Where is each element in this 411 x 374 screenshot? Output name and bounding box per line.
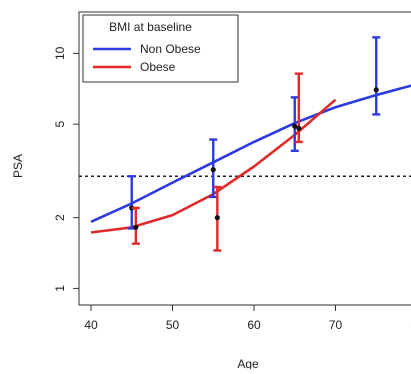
error-bars <box>127 36 381 252</box>
data-point-obese-2 <box>296 125 302 131</box>
x-tick-label-50: 50 <box>166 318 180 332</box>
x-tick-label-40: 40 <box>84 318 98 332</box>
data-point-obese-0 <box>133 224 139 230</box>
data-point-non-obese-1 <box>210 167 216 173</box>
x-axis-label: Age <box>237 357 259 369</box>
y-tick-label-5: 5 <box>53 120 67 127</box>
plot-frame <box>78 11 411 306</box>
data-point-non-obese-3 <box>373 87 379 93</box>
axes: 405060708012510 <box>53 11 411 332</box>
y-tick-label-2: 2 <box>53 214 67 221</box>
y-axis-label: PSA <box>11 154 25 178</box>
data-point-non-obese-0 <box>129 205 135 211</box>
data-point-obese-1 <box>214 215 220 221</box>
errorbar-non-obese-2 <box>290 96 299 153</box>
curve-non-obese <box>90 84 411 223</box>
errorbar-obese-2 <box>294 72 303 144</box>
y-tick-label-1: 1 <box>53 285 67 292</box>
data-point-non-obese-2 <box>292 123 298 129</box>
errorbar-obese-0 <box>131 206 140 245</box>
y-tick-label-10: 10 <box>53 46 67 60</box>
legend: BMI at baseline Non Obese Obese <box>82 14 239 83</box>
x-tick-label-60: 60 <box>247 318 261 332</box>
x-tick-label-70: 70 <box>329 318 343 332</box>
legend-label-1: Obese <box>140 60 176 74</box>
legend-label-0: Non Obese <box>140 42 201 56</box>
series-curves <box>90 84 411 234</box>
legend-title: BMI at baseline <box>109 20 192 34</box>
errorbar-obese-1 <box>213 185 222 252</box>
errorbar-non-obese-1 <box>209 138 218 199</box>
errorbar-non-obese-3 <box>372 36 381 116</box>
